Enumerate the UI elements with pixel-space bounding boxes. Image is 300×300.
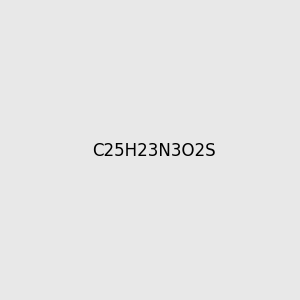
- Text: C25H23N3O2S: C25H23N3O2S: [92, 142, 216, 160]
